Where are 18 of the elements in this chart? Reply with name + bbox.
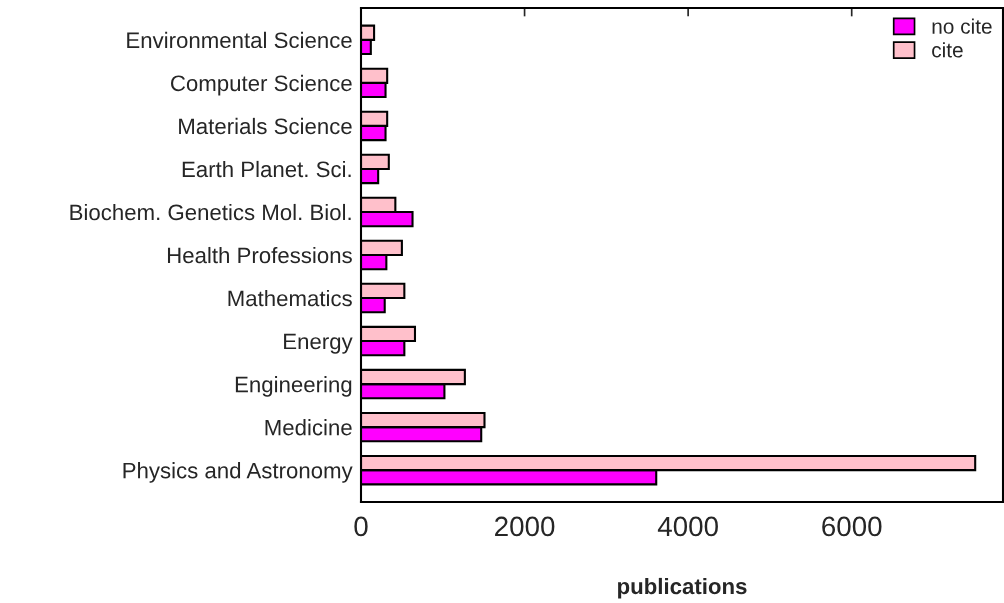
- x-tick-label: 4000: [657, 516, 718, 537]
- y-tick-label: Engineering: [235, 376, 352, 397]
- y-tick-label: Energy: [284, 333, 353, 354]
- y-tick-label: Physics and Astronomy: [123, 462, 353, 483]
- x-axis-title: publications: [618, 577, 747, 599]
- y-tick-label: Materials Science: [179, 117, 352, 135]
- y-tick-label: Earth Planet. Sci.: [182, 160, 351, 178]
- y-tick-label: Medicine: [265, 419, 352, 436]
- y-tick-label: Health Professions: [167, 246, 352, 264]
- y-tick-label: Computer Science: [171, 74, 352, 96]
- x-tick-label: 2000: [495, 516, 555, 537]
- x-tick-label: 0: [354, 516, 368, 537]
- y-tick-label: Environmental Science: [127, 31, 352, 49]
- x-tick-label: 6000: [822, 516, 882, 537]
- y-tick-label: Biochem. Genetics Mol. Biol.: [70, 203, 351, 221]
- legend-label: no cite: [932, 18, 992, 34]
- legend-label: cite: [932, 42, 963, 58]
- y-tick-label: Mathematics: [228, 289, 352, 307]
